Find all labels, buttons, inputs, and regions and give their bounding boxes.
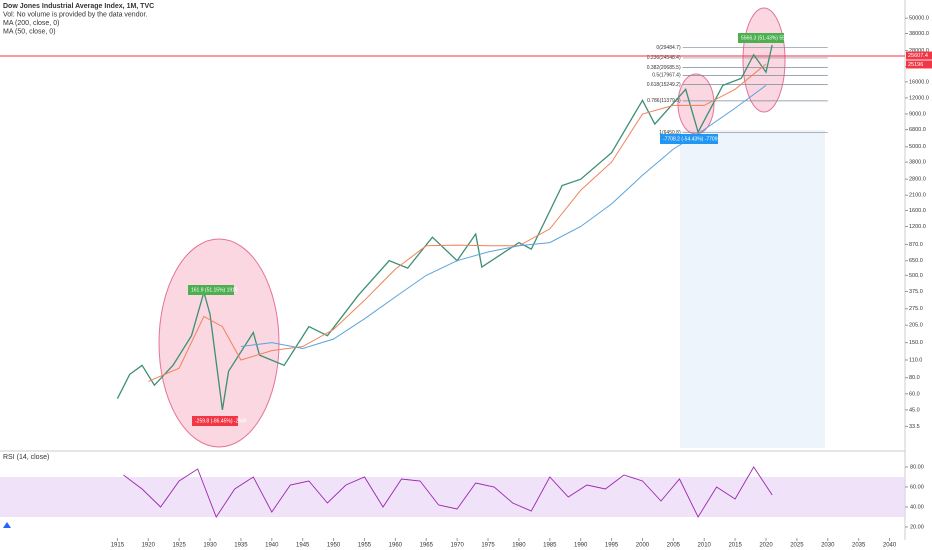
y-tick-label: 5000.0: [909, 144, 926, 150]
measure-box: [192, 416, 238, 426]
y-tick-label: 3800.0: [909, 160, 926, 166]
series-line: [116, 44, 773, 411]
y-tick-label: 60.00: [910, 484, 924, 490]
fib-label: 0.5(17967.4): [652, 73, 681, 79]
y-tick-label: 40.00: [910, 504, 924, 510]
y-tick-label: 150.0: [909, 340, 923, 346]
y-tick-label: 28000.0: [909, 48, 929, 54]
y-tick-label: 6800.0: [909, 127, 926, 133]
y-tick-label: 2100.0: [909, 193, 926, 199]
x-tick-label: 1975: [481, 543, 495, 549]
fib-label: 0.618(15249.2): [647, 82, 681, 88]
x-tick-label: 1940: [265, 543, 279, 549]
measure-box: [660, 134, 718, 144]
price-box: [906, 60, 932, 69]
y-tick-label: 80.00: [910, 464, 924, 470]
series-line: [148, 63, 767, 382]
price-box: [906, 51, 932, 60]
y-tick-label: 60.0: [909, 391, 920, 397]
y-tick-label: 870.0: [909, 242, 923, 248]
fib-label: 0(29484.7): [656, 45, 681, 51]
fib-label: 1(6450.8): [659, 130, 681, 136]
x-tick-label: 1965: [420, 543, 434, 549]
rsi-title: RSI (14, close): [3, 454, 49, 461]
x-tick-label: 2020: [759, 543, 773, 549]
x-tick-label: 2000: [636, 543, 650, 549]
measure-label: -259.8 (-86.45%) -2588: [195, 418, 247, 424]
price-label: 25196: [908, 62, 923, 68]
y-tick-label: 38000.0: [909, 31, 929, 37]
header-text: MA (50, close, 0): [3, 28, 56, 35]
y-tick-label: 275.0: [909, 306, 923, 312]
y-tick-label: 375.0: [909, 289, 923, 295]
y-tick-label: 650.0: [909, 258, 923, 264]
y-tick-label: 205.0: [909, 323, 923, 329]
x-tick-label: 2030: [821, 543, 835, 549]
measure-label: 5566.3 (51.43%) 5566: [741, 35, 791, 41]
x-tick-label: 2035: [852, 543, 866, 549]
measure-box: [738, 33, 784, 43]
y-tick-label: 50000.0: [909, 16, 929, 22]
x-tick-label: 1930: [203, 543, 217, 549]
y-tick-label: 45.0: [909, 407, 920, 413]
x-tick-label: 1995: [605, 543, 619, 549]
x-tick-label: 1980: [512, 543, 526, 549]
y-tick-label: 12000.0: [909, 95, 929, 101]
y-tick-label: 33.5: [909, 424, 920, 430]
price-label: 25607.4: [908, 53, 928, 59]
measure-box: [188, 285, 234, 295]
y-tick-label: 1200.0: [909, 224, 926, 230]
series-line: [240, 84, 767, 350]
x-tick-label: 2010: [698, 543, 712, 549]
fib-label: 0.236(24548.4): [647, 55, 681, 61]
x-tick-label: 1990: [574, 543, 588, 549]
x-tick-label: 2040: [883, 543, 897, 549]
y-tick-label: 1600.0: [909, 208, 926, 214]
x-tick-label: 1970: [450, 543, 464, 549]
highlight-ellipse: [158, 238, 280, 448]
x-tick-label: 2005: [667, 543, 681, 549]
y-tick-label: 9000.0: [909, 111, 926, 117]
y-tick-label: 110.0: [909, 357, 922, 363]
x-tick-label: 1955: [358, 543, 372, 549]
fib-label: 0.382(20685.5): [647, 65, 681, 71]
x-tick-label: 1925: [172, 543, 186, 549]
highlight-ellipse: [742, 7, 786, 113]
x-tick-label: 2015: [728, 543, 742, 549]
x-tick-label: 1985: [543, 543, 557, 549]
x-tick-label: 1960: [389, 543, 403, 549]
fib-label: 0.786(11379.5): [647, 98, 681, 104]
rsi-line: [123, 466, 773, 518]
x-tick-label: 1950: [327, 543, 341, 549]
header-text: MA (200, close, 0): [3, 20, 59, 27]
y-tick-label: 500.0: [909, 273, 923, 279]
y-tick-label: 20.00: [910, 524, 924, 530]
logo: [3, 522, 11, 528]
y-tick-label: 80.0: [909, 375, 920, 381]
header-text: Dow Jones Industrial Average Index, 1M, …: [3, 3, 154, 10]
projection-area: [680, 130, 825, 448]
header-text: Vol: No volume is provided by the data v…: [3, 11, 147, 18]
y-tick-label: 2800.0: [909, 177, 926, 183]
y-tick-label: 16000.0: [909, 79, 929, 85]
x-tick-label: 2025: [790, 543, 804, 549]
measure-label: -7708.2 (-54.43%) -7709: [663, 136, 718, 142]
x-tick-label: 1915: [111, 543, 125, 549]
x-tick-label: 1920: [142, 543, 156, 549]
measure-label: 161.9 (51.15%) 1919: [191, 287, 238, 293]
x-tick-label: 1935: [234, 543, 248, 549]
rsi-band: [0, 477, 905, 517]
x-tick-label: 1945: [296, 543, 310, 549]
